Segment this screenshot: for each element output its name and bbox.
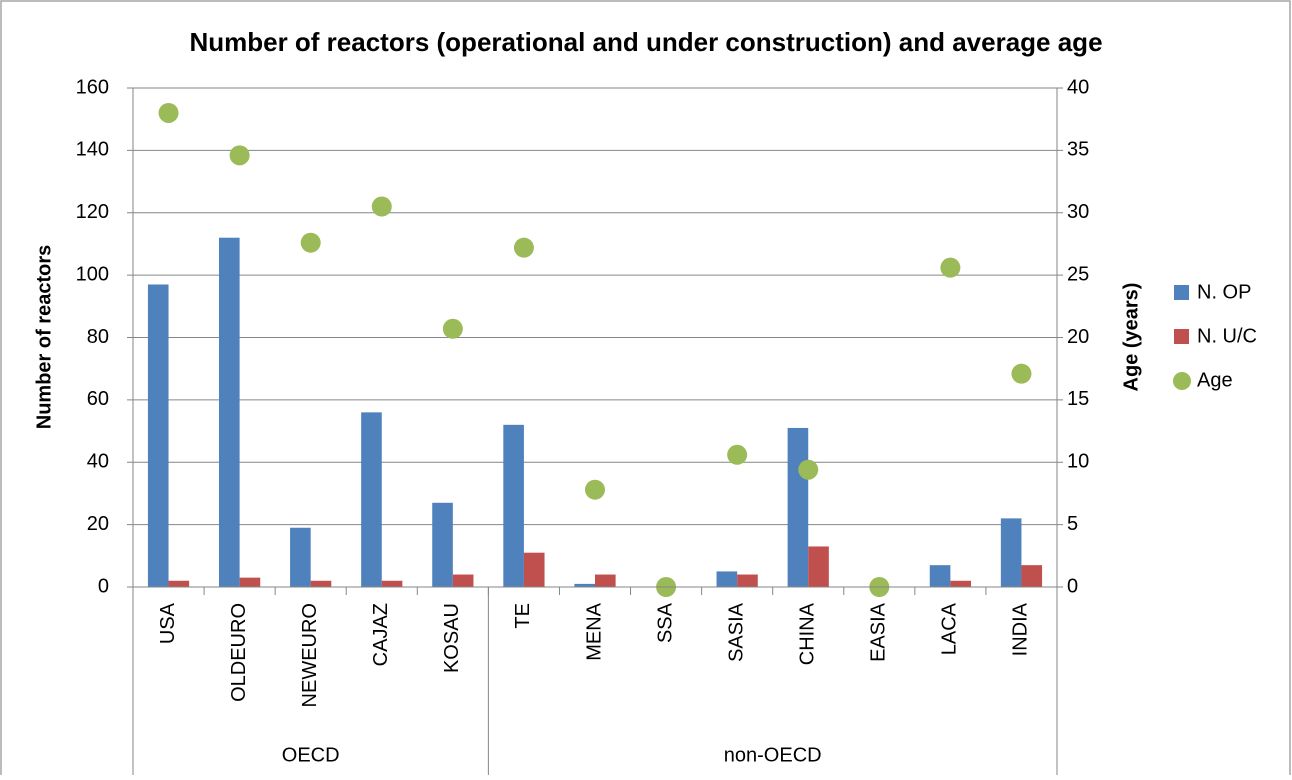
bar — [787, 427, 809, 587]
x-tick-label: CAJAZ — [370, 603, 392, 666]
y2-tick-label: 20 — [1067, 326, 1089, 348]
bar — [523, 552, 545, 587]
bar — [950, 580, 971, 587]
bar — [361, 412, 382, 587]
bar — [808, 546, 829, 587]
legend-swatch — [1174, 285, 1189, 300]
x-tick-label: USA — [157, 602, 179, 644]
x-tick-label: NEWEURO — [299, 603, 321, 707]
point — [371, 196, 392, 217]
y-tick-label: 120 — [76, 201, 109, 223]
y2-tick-label: 0 — [1067, 575, 1078, 597]
point — [442, 318, 463, 339]
x-tick-label: LACA — [939, 602, 961, 655]
y-tick-label: 160 — [76, 76, 109, 98]
y-tick-label: 140 — [76, 139, 109, 161]
y-axis-title: Number of reactors — [33, 245, 55, 430]
bar — [1000, 518, 1022, 587]
legend-swatch — [1174, 329, 1189, 344]
point — [513, 237, 534, 258]
bar — [147, 284, 169, 587]
point — [229, 145, 250, 166]
point — [1011, 363, 1032, 384]
y2-tick-label: 10 — [1067, 451, 1089, 473]
y2-tick-label: 30 — [1067, 201, 1089, 223]
y-tick-label: 40 — [87, 451, 109, 473]
y2-tick-label: 15 — [1067, 388, 1089, 410]
bar — [574, 583, 595, 587]
point — [158, 102, 179, 123]
point — [585, 479, 605, 500]
y2-axis-title: Age (years) — [1120, 283, 1142, 392]
x-tick-label: SASIA — [725, 602, 747, 662]
point — [727, 444, 748, 465]
point — [300, 232, 321, 253]
bar — [310, 580, 332, 587]
point — [798, 459, 819, 480]
x-tick-label: INDIA — [1010, 602, 1032, 656]
y2-tick-label: 40 — [1067, 76, 1089, 98]
bar — [290, 527, 311, 587]
bar — [737, 574, 758, 587]
bar — [381, 580, 403, 587]
bar — [716, 571, 738, 587]
y-tick-label: 20 — [87, 513, 109, 535]
bar — [239, 577, 261, 587]
y2-tick-label: 25 — [1067, 263, 1089, 285]
y-tick-label: 0 — [98, 575, 109, 597]
legend-swatch — [1173, 372, 1191, 390]
x-tick-label: OLDEURO — [228, 603, 250, 702]
legend-label: N. OP — [1197, 281, 1251, 303]
bar — [595, 574, 616, 587]
x-tick-label: CHINA — [797, 602, 819, 665]
legend-label: Age — [1197, 369, 1233, 391]
bar — [432, 502, 453, 587]
chart-title: Number of reactors (operational and unde… — [189, 27, 1102, 57]
y2-tick-label: 35 — [1067, 139, 1089, 161]
group-label: OECD — [282, 744, 340, 766]
x-tick-label: SSA — [654, 602, 676, 643]
y-tick-label: 80 — [87, 326, 109, 348]
bar — [219, 237, 240, 587]
group-label: non-OECD — [724, 744, 822, 766]
x-tick-label: MENA — [583, 602, 605, 660]
bar — [168, 580, 190, 587]
y2-tick-label: 5 — [1067, 513, 1078, 535]
y-tick-label: 100 — [76, 263, 109, 285]
x-tick-label: TE — [512, 603, 534, 629]
bar — [929, 565, 951, 587]
y-tick-label: 60 — [87, 388, 109, 410]
legend-label: N. U/C — [1197, 325, 1257, 347]
bar — [1021, 565, 1043, 587]
bar — [452, 574, 474, 587]
bar — [503, 424, 524, 587]
x-tick-label: KOSAU — [441, 603, 463, 673]
x-tick-label: EASIA — [868, 602, 890, 662]
point — [940, 257, 961, 278]
